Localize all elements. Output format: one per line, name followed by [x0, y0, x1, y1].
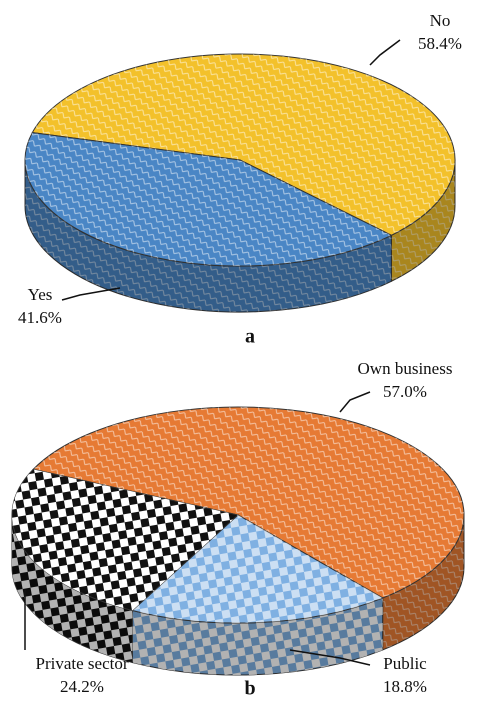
slice-value-label: 58.4% — [418, 34, 462, 53]
tops — [11, 53, 465, 624]
slice-value-label: 24.2% — [60, 677, 104, 696]
slice-value-label: 57.0% — [383, 382, 427, 401]
chart-title: b — [244, 678, 255, 700]
slice-label: Public — [383, 654, 427, 673]
slice-label: Own business — [358, 359, 453, 378]
slice-value-label: 41.6% — [18, 308, 62, 327]
leader-line — [339, 391, 371, 413]
leader-line — [369, 39, 401, 66]
leader-line — [289, 649, 371, 666]
slice-label: No — [430, 11, 451, 30]
leader-line — [61, 287, 121, 301]
slice-value-label: 18.8% — [383, 677, 427, 696]
chart-title: a — [245, 326, 255, 348]
slice-label: Private sector — [36, 654, 129, 673]
slice-label: Yes — [28, 285, 53, 304]
